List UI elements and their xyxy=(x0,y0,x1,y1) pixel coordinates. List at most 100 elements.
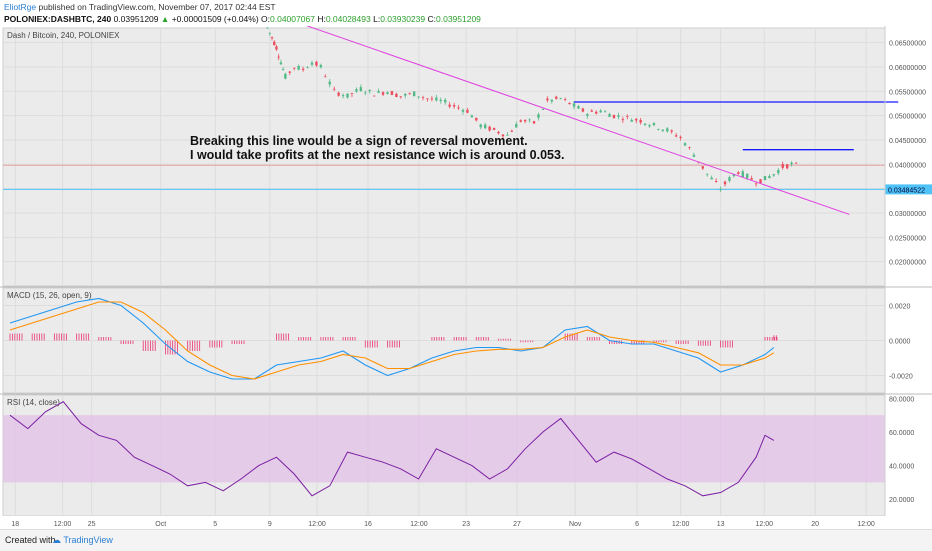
candle-body xyxy=(475,117,478,121)
candle-body xyxy=(563,99,567,100)
footer: Created with ☁ TradingView xyxy=(0,529,932,551)
candle-body xyxy=(599,110,602,113)
candle-body xyxy=(448,104,451,107)
candle-body xyxy=(417,96,420,98)
price-tick-label: 0.03000000 xyxy=(889,211,926,218)
candle-body xyxy=(359,87,363,92)
candle-body xyxy=(310,62,314,65)
candle-body xyxy=(399,96,403,98)
rsi-tick-label: 80.0000 xyxy=(889,396,914,403)
chart-header: EliotRge published on TradingView.com, N… xyxy=(0,0,932,26)
candle-body xyxy=(785,164,789,169)
candle-body xyxy=(293,67,296,69)
candle-body xyxy=(612,114,616,118)
x-tick-label: 23 xyxy=(462,521,470,528)
candle-body xyxy=(279,62,283,65)
created-with-label: Created with xyxy=(5,535,56,545)
x-tick-label: Oct xyxy=(155,521,166,528)
candle-body xyxy=(519,120,522,122)
x-tick-label: 25 xyxy=(88,521,96,528)
rsi-line xyxy=(9,401,775,497)
tradingview-brand: TradingView xyxy=(63,535,113,545)
high-label: H: xyxy=(317,14,326,24)
candle-body xyxy=(319,64,323,68)
x-tick-label: 20 xyxy=(811,521,819,528)
candle-body xyxy=(270,37,274,39)
candle-body xyxy=(470,115,474,118)
candle-body xyxy=(781,164,784,168)
candle-body xyxy=(586,114,589,116)
candle-body xyxy=(408,93,411,95)
candle-body xyxy=(506,134,509,136)
candle-body xyxy=(386,92,389,94)
low-value: 0.03930239 xyxy=(380,14,426,24)
candle-body xyxy=(306,67,309,69)
candle-body xyxy=(652,122,656,126)
candle-body xyxy=(277,56,280,58)
candle-body xyxy=(634,118,638,121)
candle-body xyxy=(537,114,540,118)
candle-body xyxy=(595,111,598,114)
candle-body xyxy=(515,124,518,128)
change-value: +0.00001509 (+0.04%) xyxy=(171,14,259,24)
candle-body xyxy=(268,32,271,34)
last-price: 0.03951209 xyxy=(113,14,159,24)
pane-background-0 xyxy=(2,27,886,287)
candle-body xyxy=(324,76,327,78)
candle-body xyxy=(541,109,545,110)
candle-body xyxy=(670,130,673,132)
candle-body xyxy=(275,46,278,50)
x-tick-label: 12:00 xyxy=(410,521,428,528)
candle-body xyxy=(430,98,434,100)
candle-body xyxy=(377,90,380,93)
candle-body xyxy=(439,99,442,102)
candle-body xyxy=(426,98,429,100)
candle-body xyxy=(621,119,625,121)
candle-body xyxy=(737,172,740,174)
x-tick-label: 16 xyxy=(364,521,372,528)
open-label: O: xyxy=(261,14,271,24)
candle-body xyxy=(754,183,758,185)
price-pane-title: Dash / Bitcoin, 240, POLONIEX xyxy=(7,31,120,40)
tradingview-logo[interactable]: ☁ TradingView xyxy=(52,535,113,545)
candle-body xyxy=(568,102,571,105)
change-arrow-icon: ▲ xyxy=(160,14,170,24)
candle-body xyxy=(273,41,276,46)
candle-body xyxy=(332,88,336,90)
candle-body xyxy=(626,116,629,117)
candle-body xyxy=(412,91,416,97)
candle-body xyxy=(532,121,536,124)
candle-body xyxy=(590,110,593,112)
candle-body xyxy=(559,98,562,99)
candle-body xyxy=(728,177,731,181)
candle-body xyxy=(666,128,669,132)
price-tick-label: 0.05500000 xyxy=(889,89,926,96)
candle-body xyxy=(572,103,576,107)
candle-body xyxy=(768,176,771,179)
candle-body xyxy=(683,143,687,146)
candle-body xyxy=(501,134,505,137)
candle-body xyxy=(732,174,736,177)
x-tick-label: 12:00 xyxy=(672,521,690,528)
chart-area[interactable]: 18 12:00 25 Oct 5 9 12:00 16 12:00 23 27 Nov 6 12:00 1… xyxy=(0,17,932,529)
candle-body xyxy=(364,92,367,94)
candle-body xyxy=(492,127,496,130)
candle-body xyxy=(710,177,713,180)
author-link[interactable]: EliotRge xyxy=(4,2,37,12)
candle-body xyxy=(341,95,345,97)
candle-body xyxy=(483,124,487,129)
candle-body xyxy=(790,162,793,165)
close-label: C: xyxy=(427,14,437,24)
candle-body xyxy=(679,136,682,138)
x-tick-label: 6 xyxy=(635,521,639,528)
candle-body xyxy=(488,126,491,131)
current-price-label: 0.03484522 xyxy=(888,187,925,194)
candle-body xyxy=(692,154,696,157)
candle-body xyxy=(457,107,460,109)
chart-svg[interactable]: 18 12:00 25 Oct 5 9 12:00 16 12:00 23 27 Nov 6 12:00 1… xyxy=(0,17,932,529)
candle-body xyxy=(284,73,287,79)
candle-body xyxy=(390,91,394,96)
candle-body xyxy=(772,174,776,176)
time-axis-bg xyxy=(0,516,932,529)
candle-body xyxy=(546,98,549,101)
